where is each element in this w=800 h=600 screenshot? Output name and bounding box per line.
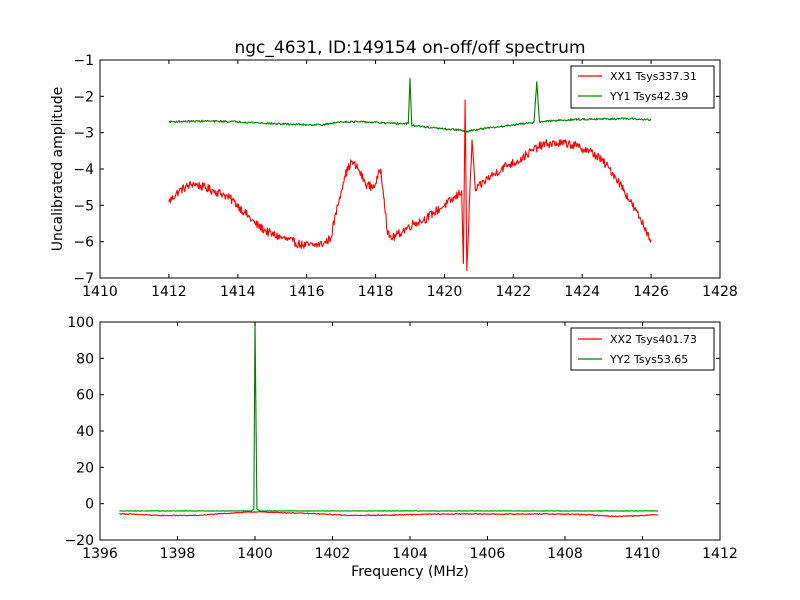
bottom-plot-frame: [99, 321, 721, 541]
bottom-plot: Frequency (MHz) 1396 1398 1400 1402 1404 1406…: [64, 315, 737, 580]
top-ytick-label: −7: [73, 271, 94, 287]
bottom-xtick-label: 1408: [547, 546, 583, 562]
top-ytick-label: −1: [73, 53, 94, 69]
bottom-plot-xlabel: Frequency (MHz): [351, 564, 469, 580]
bottom-ytick-label: 0: [85, 497, 94, 513]
top-ytick-label: −5: [73, 198, 94, 214]
top-ytick-label: −2: [73, 89, 94, 105]
bottom-ytick-label: 100: [67, 315, 94, 331]
legend-label-xx2: XX2 Tsys401.73: [610, 333, 697, 346]
bottom-ytick-label: −20: [64, 533, 94, 549]
legend-label-yy2: YY2 Tsys53.65: [609, 353, 688, 366]
top-xtick-label: 1426: [633, 284, 669, 300]
top-xtick-label: 1410: [82, 284, 118, 300]
bottom-xtick-label: 1410: [625, 546, 661, 562]
top-ytick-label: −4: [73, 162, 94, 178]
bottom-series-line-2: [119, 321, 659, 512]
bottom-ytick-label: 40: [76, 424, 94, 440]
top-xtick-label: 1428: [702, 284, 738, 300]
top-plot-ylabel: Uncalibrated amplitude: [50, 87, 66, 252]
bottom-plot-legend-box: [570, 327, 715, 371]
top-plot-frame: [99, 59, 721, 279]
bottom-xtick-label: 1396: [82, 546, 118, 562]
top-plot-title: ngc_4631, ID:149154 on-off/off spectrum: [234, 38, 585, 58]
top-xtick-label: 1420: [427, 284, 463, 300]
bottom-ytick-label: 60: [76, 388, 94, 404]
legend-label-yy1: YY1 Tsys42.39: [609, 90, 688, 103]
bottom-plot-tick-layer: 1396 1398 1400 1402 1404 1406 1408 1410 1412 −20 0…: [64, 315, 737, 562]
bottom-xtick-label: 1404: [392, 546, 428, 562]
bottom-plot-legend: XX2 Tsys401.73 YY2 Tsys53.65: [570, 327, 715, 371]
top-ytick-label: −3: [73, 126, 94, 142]
top-xtick-label: 1412: [151, 284, 187, 300]
top-xtick-label: 1422: [496, 284, 532, 300]
top-xtick-label: 1414: [220, 284, 256, 300]
top-series-line-2: [168, 77, 652, 133]
top-xtick-label: 1416: [289, 284, 325, 300]
bottom-xtick-label: 1400: [237, 546, 273, 562]
top-xtick-label: 1418: [358, 284, 394, 300]
top-plot-legend: XX1 Tsys337.31 YY1 Tsys42.39: [570, 65, 715, 109]
top-plot-series-layer: [168, 77, 652, 272]
top-plot-legend-box: [570, 65, 715, 109]
top-series-line-1: [168, 99, 652, 272]
bottom-xtick-label: 1412: [702, 546, 738, 562]
bottom-xtick-label: 1406: [470, 546, 506, 562]
bottom-series-line-1: [119, 511, 659, 518]
bottom-xtick-label: 1398: [160, 546, 196, 562]
legend-label-xx1: XX1 Tsys337.31: [610, 70, 697, 83]
bottom-xtick-label: 1402: [315, 546, 351, 562]
top-ytick-label: −6: [73, 235, 94, 251]
top-xtick-label: 1424: [564, 284, 600, 300]
top-plot-tick-layer: 1410 1412 1414 1416 1418 1420 1422 1424 1426 1428…: [73, 53, 737, 300]
bottom-ytick-label: 20: [76, 460, 94, 476]
bottom-plot-series-layer: [119, 321, 659, 518]
bottom-ytick-label: 80: [76, 351, 94, 367]
top-plot: ngc_4631, ID:149154 on-off/off spectrum …: [50, 38, 738, 300]
